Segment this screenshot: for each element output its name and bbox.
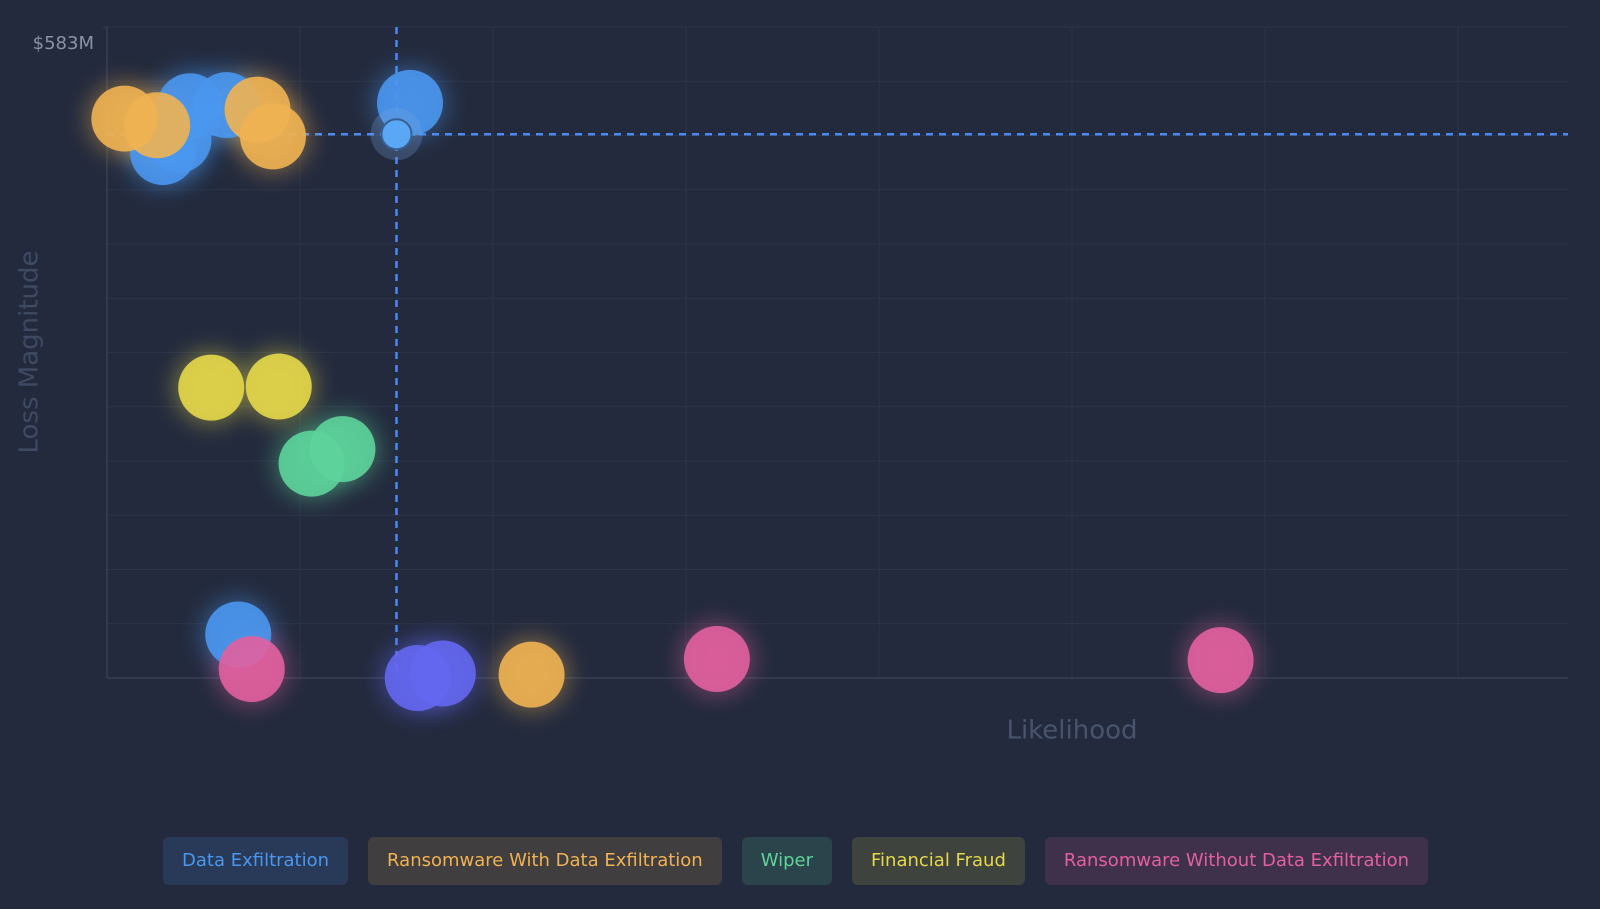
bubble [309,416,376,483]
bubble [124,92,191,159]
bubble [239,103,306,170]
y-axis-label: Loss Magnitude [15,250,45,453]
y-tick-label: $583M [33,33,94,54]
legend-item[interactable]: Data Exfiltration [163,837,349,885]
bubble [498,641,565,708]
bubble [1187,627,1254,694]
bubble [245,353,312,420]
bubble [218,636,285,703]
legend-item[interactable]: Financial Fraud [852,837,1025,885]
legend-item[interactable]: Wiper [741,837,833,885]
bubble [178,354,245,421]
legend-item[interactable]: Ransomware Without Data Exfiltration [1044,837,1429,885]
bubble [409,640,476,707]
x-axis-label: Likelihood [1006,716,1137,746]
legend-item[interactable]: Ransomware With Data Exfiltration [368,837,722,885]
legend: Data Exfiltration Ransomware With Data Ex… [163,837,1429,885]
bubble [683,626,750,693]
reference-point [380,118,413,151]
